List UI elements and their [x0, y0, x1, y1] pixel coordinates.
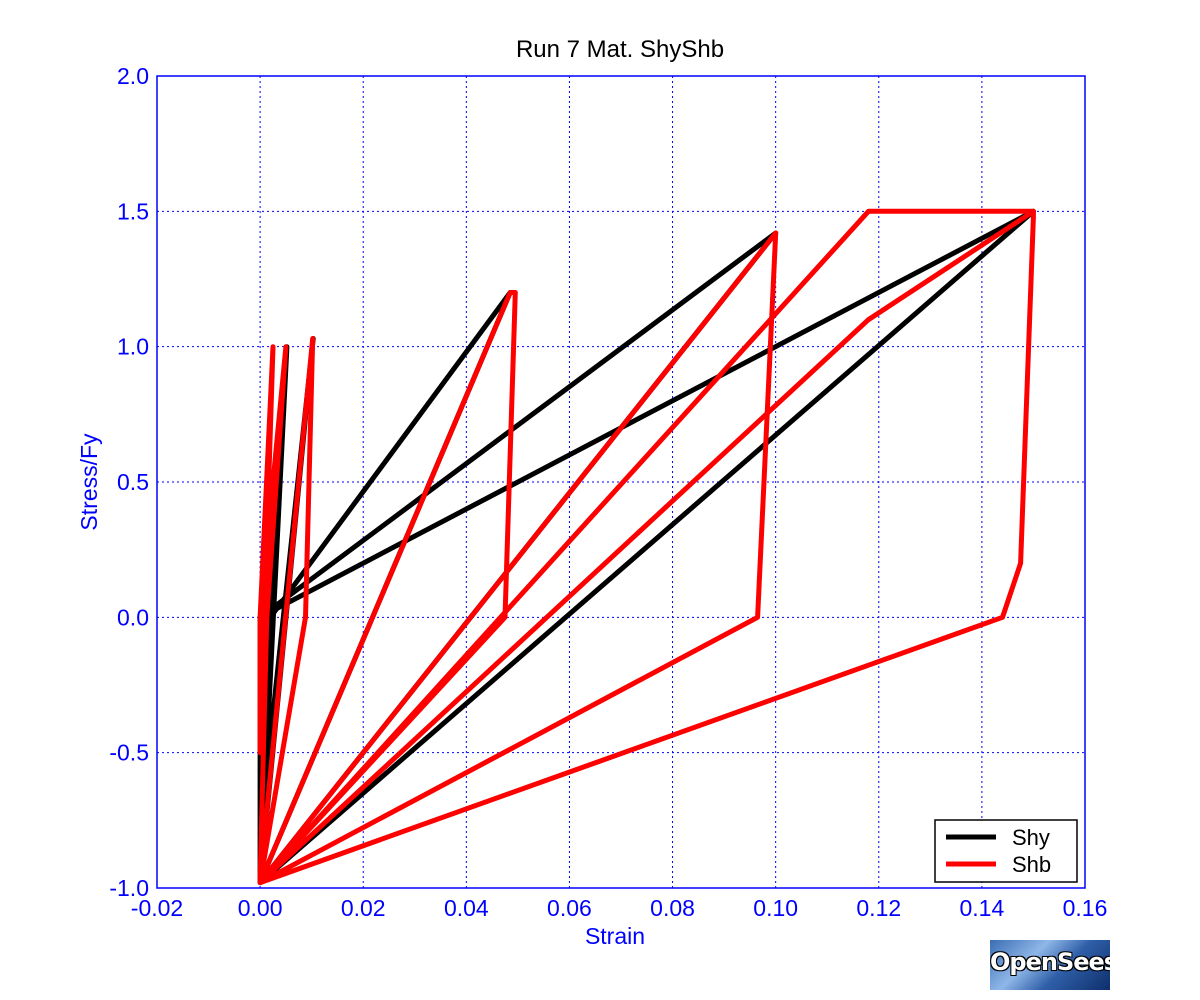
x-tick-labels: -0.02 0.00 0.02 0.04 0.06 0.08 0.10 0.12 0.14 0.1…: [131, 895, 1108, 921]
x-tick-label: 0.06: [547, 895, 592, 921]
x-tick-label: 0.10: [753, 895, 798, 921]
opensees-logo: OpenSees: [990, 940, 1110, 990]
y-tick-label: -0.5: [109, 740, 149, 766]
y-axis-label: Stress/Fy: [76, 433, 102, 531]
series-layer: [257, 208, 1036, 886]
x-tick-label: 0.14: [960, 895, 1005, 921]
y-tick-label: 0.5: [117, 469, 149, 495]
x-tick-label: 0.12: [856, 895, 901, 921]
y-tick-label: 0.0: [117, 604, 149, 630]
x-tick-label: 0.04: [444, 895, 489, 921]
x-tick-label: 0.08: [650, 895, 695, 921]
plot-area: [257, 208, 1036, 886]
x-axis-label: Strain: [585, 923, 645, 949]
legend-label-shb: Shb: [1012, 852, 1051, 877]
series-line-shy: [257, 208, 1036, 886]
legend-label-shy: Shy: [1012, 825, 1050, 850]
chart-title: Run 7 Mat. ShyShb: [516, 36, 724, 63]
x-tick-label: 0.16: [1063, 895, 1108, 921]
logo-text: OpenSees: [990, 948, 1110, 976]
y-tick-label: 1.0: [117, 334, 149, 360]
y-tick-label: 2.0: [117, 63, 149, 89]
y-tick-label: -1.0: [109, 875, 149, 901]
x-tick-label: 0.02: [341, 895, 386, 921]
plot-frame: [156, 75, 1086, 889]
x-tick-label: -0.02: [131, 895, 183, 921]
y-tick-labels: 2.0 1.5 1.0 0.5 0.0 -0.5 -1.0: [109, 63, 149, 901]
legend: Shy Shb: [934, 819, 1078, 883]
x-tick-label: 0.00: [238, 895, 283, 921]
legend-box: [934, 819, 1078, 883]
series-line-shb: [257, 208, 1036, 886]
y-tick-label: 1.5: [117, 198, 149, 224]
